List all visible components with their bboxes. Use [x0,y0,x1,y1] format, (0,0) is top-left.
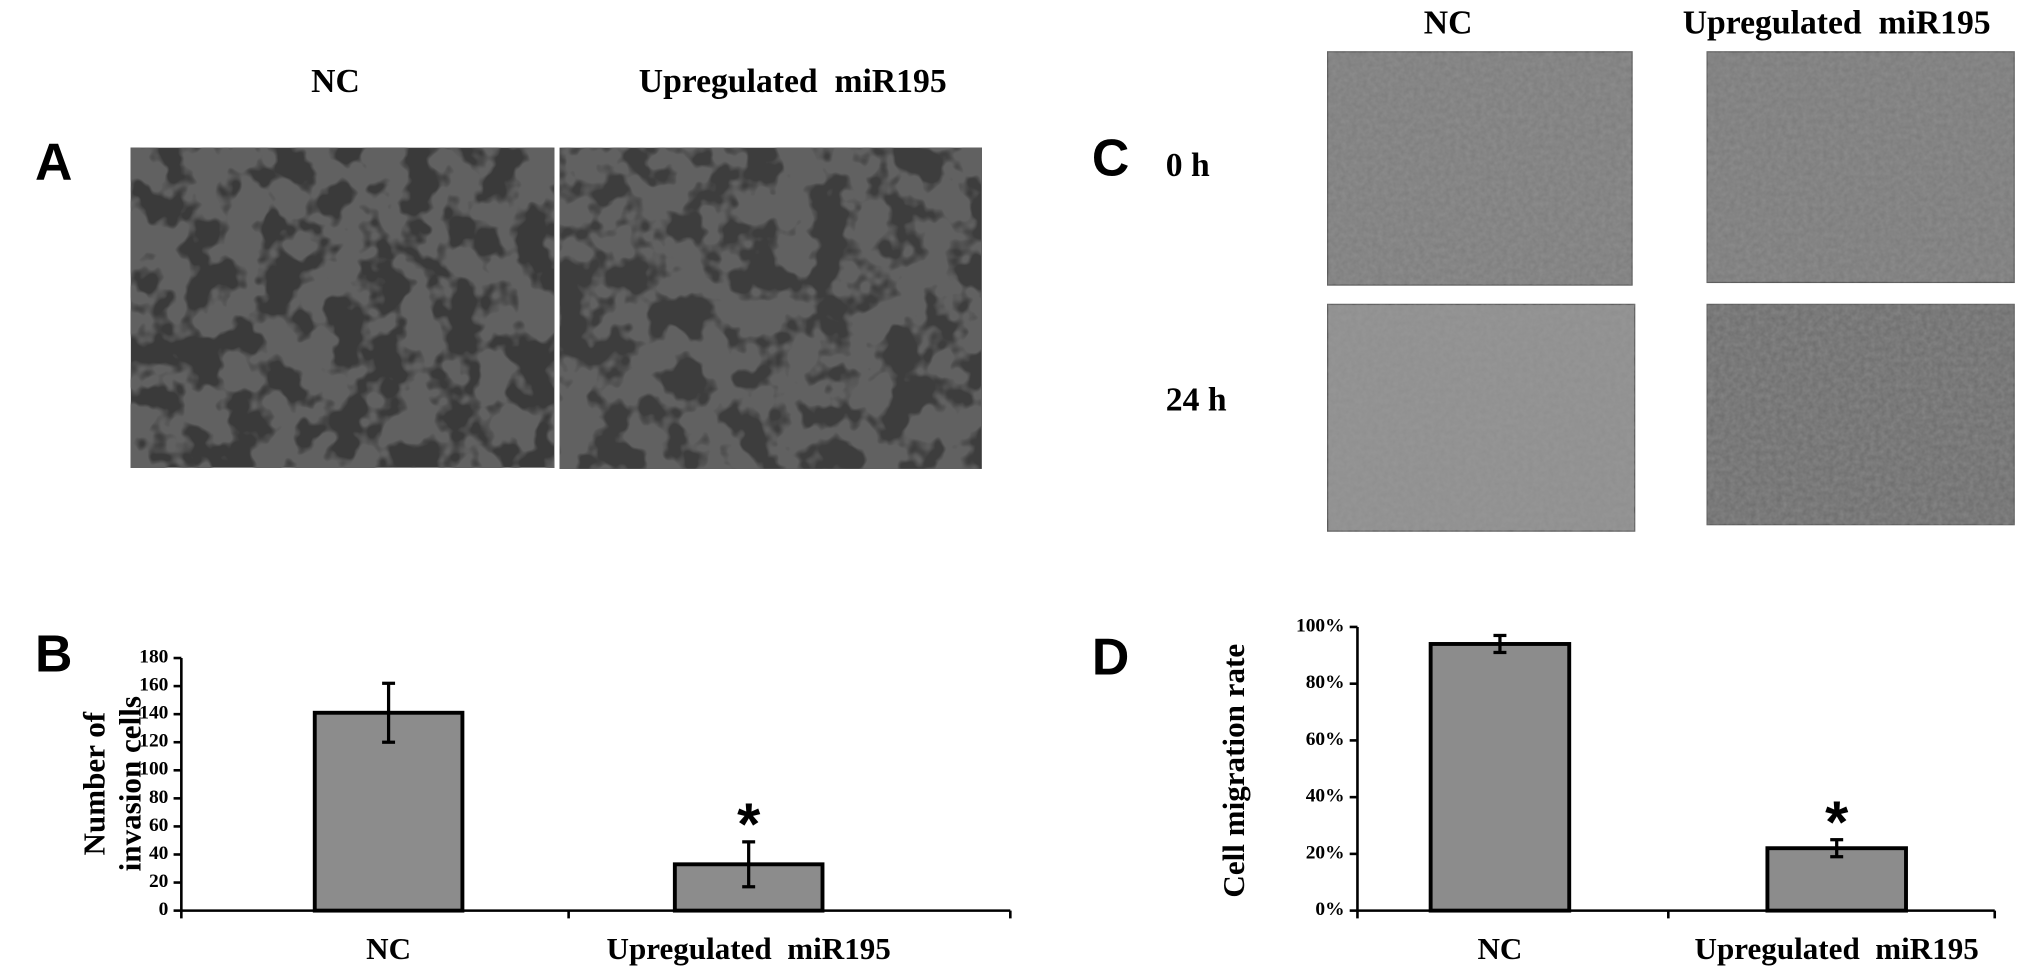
y-tick-label: 80 [149,787,168,808]
panel-label: B [35,625,72,683]
micrograph [1706,51,2015,284]
significance-marker: * [737,791,761,858]
y-tick-label: 40 [149,843,168,864]
y-tick-label: 100 [139,759,168,780]
micrograph [1327,51,1633,286]
error-bar [1493,633,1507,655]
y-tick-label: 80% [1306,672,1345,693]
error-bar [1830,838,1844,859]
y-axis-label: invasion cells [113,696,148,871]
y-tick-label: 120 [139,731,168,752]
x-tick-label: Upregulated miR195 [607,931,891,966]
row-header: 0 h [1166,147,1210,184]
bar [312,710,465,913]
y-tick-label: 20 [149,871,168,892]
micrograph [1327,303,1636,532]
x-tick-label: NC [1477,931,1522,966]
column-header: Upregulated miR195 [639,63,947,100]
column-header: NC [311,63,360,100]
column-header: Upregulated miR195 [1683,5,1991,42]
y-tick-label: 100% [1296,615,1345,636]
panel-label: C [1092,129,1129,187]
micrograph [559,147,982,469]
y-tick-label: 0% [1315,899,1344,920]
column-header: NC [1424,5,1473,42]
bar [1428,642,1572,913]
y-tick-label: 40% [1306,786,1345,807]
y-tick-label: 60% [1306,729,1345,750]
significance-marker: * [1825,788,1849,855]
x-tick-label: Upregulated miR195 [1695,931,1979,966]
error-bar [382,681,396,744]
y-tick-label: 20% [1306,842,1345,863]
row-header: 24 h [1166,382,1227,419]
micrograph [130,147,555,468]
y-tick-label: 140 [139,703,168,724]
panel-label: D [1092,627,1129,685]
y-axis-label: Number of [76,711,111,855]
micrograph [1706,303,2015,526]
error-bar [742,840,756,889]
y-tick-label: 60 [149,815,168,836]
y-tick-label: 180 [139,646,168,667]
bar [1765,846,1908,913]
y-axis-label: Cell migration rate [1216,644,1251,898]
panel-label: A [35,133,72,191]
x-tick-label: NC [366,931,411,966]
y-tick-label: 0 [159,899,169,920]
y-tick-label: 160 [139,675,168,696]
